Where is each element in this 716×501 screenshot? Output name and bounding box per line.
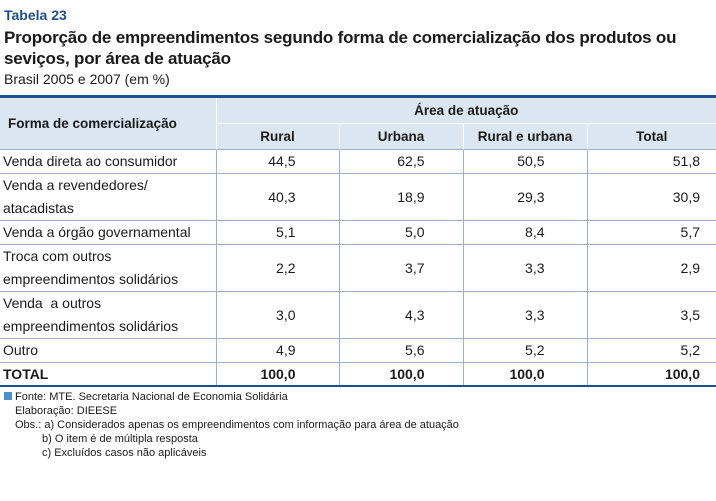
table-label: Tabela 23 (4, 7, 67, 23)
row-label: Venda a revendedores/ atacadistas (0, 173, 217, 221)
table-row: Venda a órgão governamental 5,1 5,0 8,4 … (0, 220, 716, 245)
total-label: TOTAL (0, 362, 217, 387)
obs-note-a: Obs.: a) Considerados apenas os empreend… (15, 419, 459, 431)
cell-value: 18,9 (339, 173, 464, 221)
data-table: Forma de comercialização Área de atuação… (0, 95, 716, 387)
cell-value: 5,2 (587, 338, 716, 363)
table-row: Venda a revendedores/ atacadistas 40,3 1… (0, 173, 716, 221)
cell-value: 4,3 (339, 291, 464, 339)
cell-value: 3,0 (216, 291, 340, 339)
row-label: Outro (0, 338, 217, 363)
cell-value: 5,7 (587, 220, 716, 245)
elaboration-note: Elaboração: DIEESE (15, 405, 118, 417)
cell-value: 62,5 (339, 149, 464, 174)
column-header-rural-e-urbana: Rural e urbana (463, 123, 588, 150)
cell-value: 30,9 (587, 173, 716, 221)
total-row: TOTAL 100,0 100,0 100,0 100,0 (0, 362, 716, 387)
source-note: Fonte: MTE. Secretaria Nacional de Econo… (15, 391, 288, 403)
total-value: 100,0 (587, 362, 716, 387)
cell-value: 50,5 (463, 149, 588, 174)
table-subtitle: Brasil 2005 e 2007 (em %) (4, 71, 170, 87)
cell-value: 5,6 (339, 338, 464, 363)
table-row: Venda a outros empreendimentos solidário… (0, 291, 716, 339)
total-value: 100,0 (463, 362, 588, 387)
cell-value: 2,2 (216, 244, 340, 292)
table-title: Proporção de empreendimentos segundo for… (4, 28, 677, 68)
total-value: 100,0 (216, 362, 340, 387)
cell-value: 5,1 (216, 220, 340, 245)
cell-value: 2,9 (587, 244, 716, 292)
column-header-rural: Rural (216, 123, 340, 150)
row-label: Venda a outros empreendimentos solidário… (0, 291, 217, 339)
table-row: Troca com outros empreendimentos solidár… (0, 244, 716, 292)
cell-value: 3,3 (463, 291, 588, 339)
total-value: 100,0 (339, 362, 464, 387)
cell-value: 8,4 (463, 220, 588, 245)
column-header-total: Total (587, 123, 716, 150)
cell-value: 3,5 (587, 291, 716, 339)
column-header-urbana: Urbana (339, 123, 464, 150)
cell-value: 3,7 (339, 244, 464, 292)
obs-note-c: c) Excluídos casos não aplicáveis (42, 447, 207, 459)
bullet-square-icon (4, 392, 12, 400)
cell-value: 29,3 (463, 173, 588, 221)
row-header: Forma de comercialização (0, 95, 217, 150)
cell-value: 5,2 (463, 338, 588, 363)
cell-value: 3,3 (463, 244, 588, 292)
group-header: Área de atuação (216, 95, 716, 124)
cell-value: 4,9 (216, 338, 340, 363)
cell-value: 40,3 (216, 173, 340, 221)
cell-value: 44,5 (216, 149, 340, 174)
cell-value: 51,8 (587, 149, 716, 174)
obs-note-b: b) O item é de múltipla resposta (42, 433, 198, 445)
table-row: Outro 4,9 5,6 5,2 5,2 (0, 338, 716, 363)
cell-value: 5,0 (339, 220, 464, 245)
table-notes: Fonte: MTE. Secretaria Nacional de Econo… (4, 390, 459, 460)
row-label: Troca com outros empreendimentos solidár… (0, 244, 217, 292)
row-label: Venda a órgão governamental (0, 220, 217, 245)
table-row: Venda direta ao consumidor 44,5 62,5 50,… (0, 149, 716, 174)
row-label: Venda direta ao consumidor (0, 149, 217, 174)
